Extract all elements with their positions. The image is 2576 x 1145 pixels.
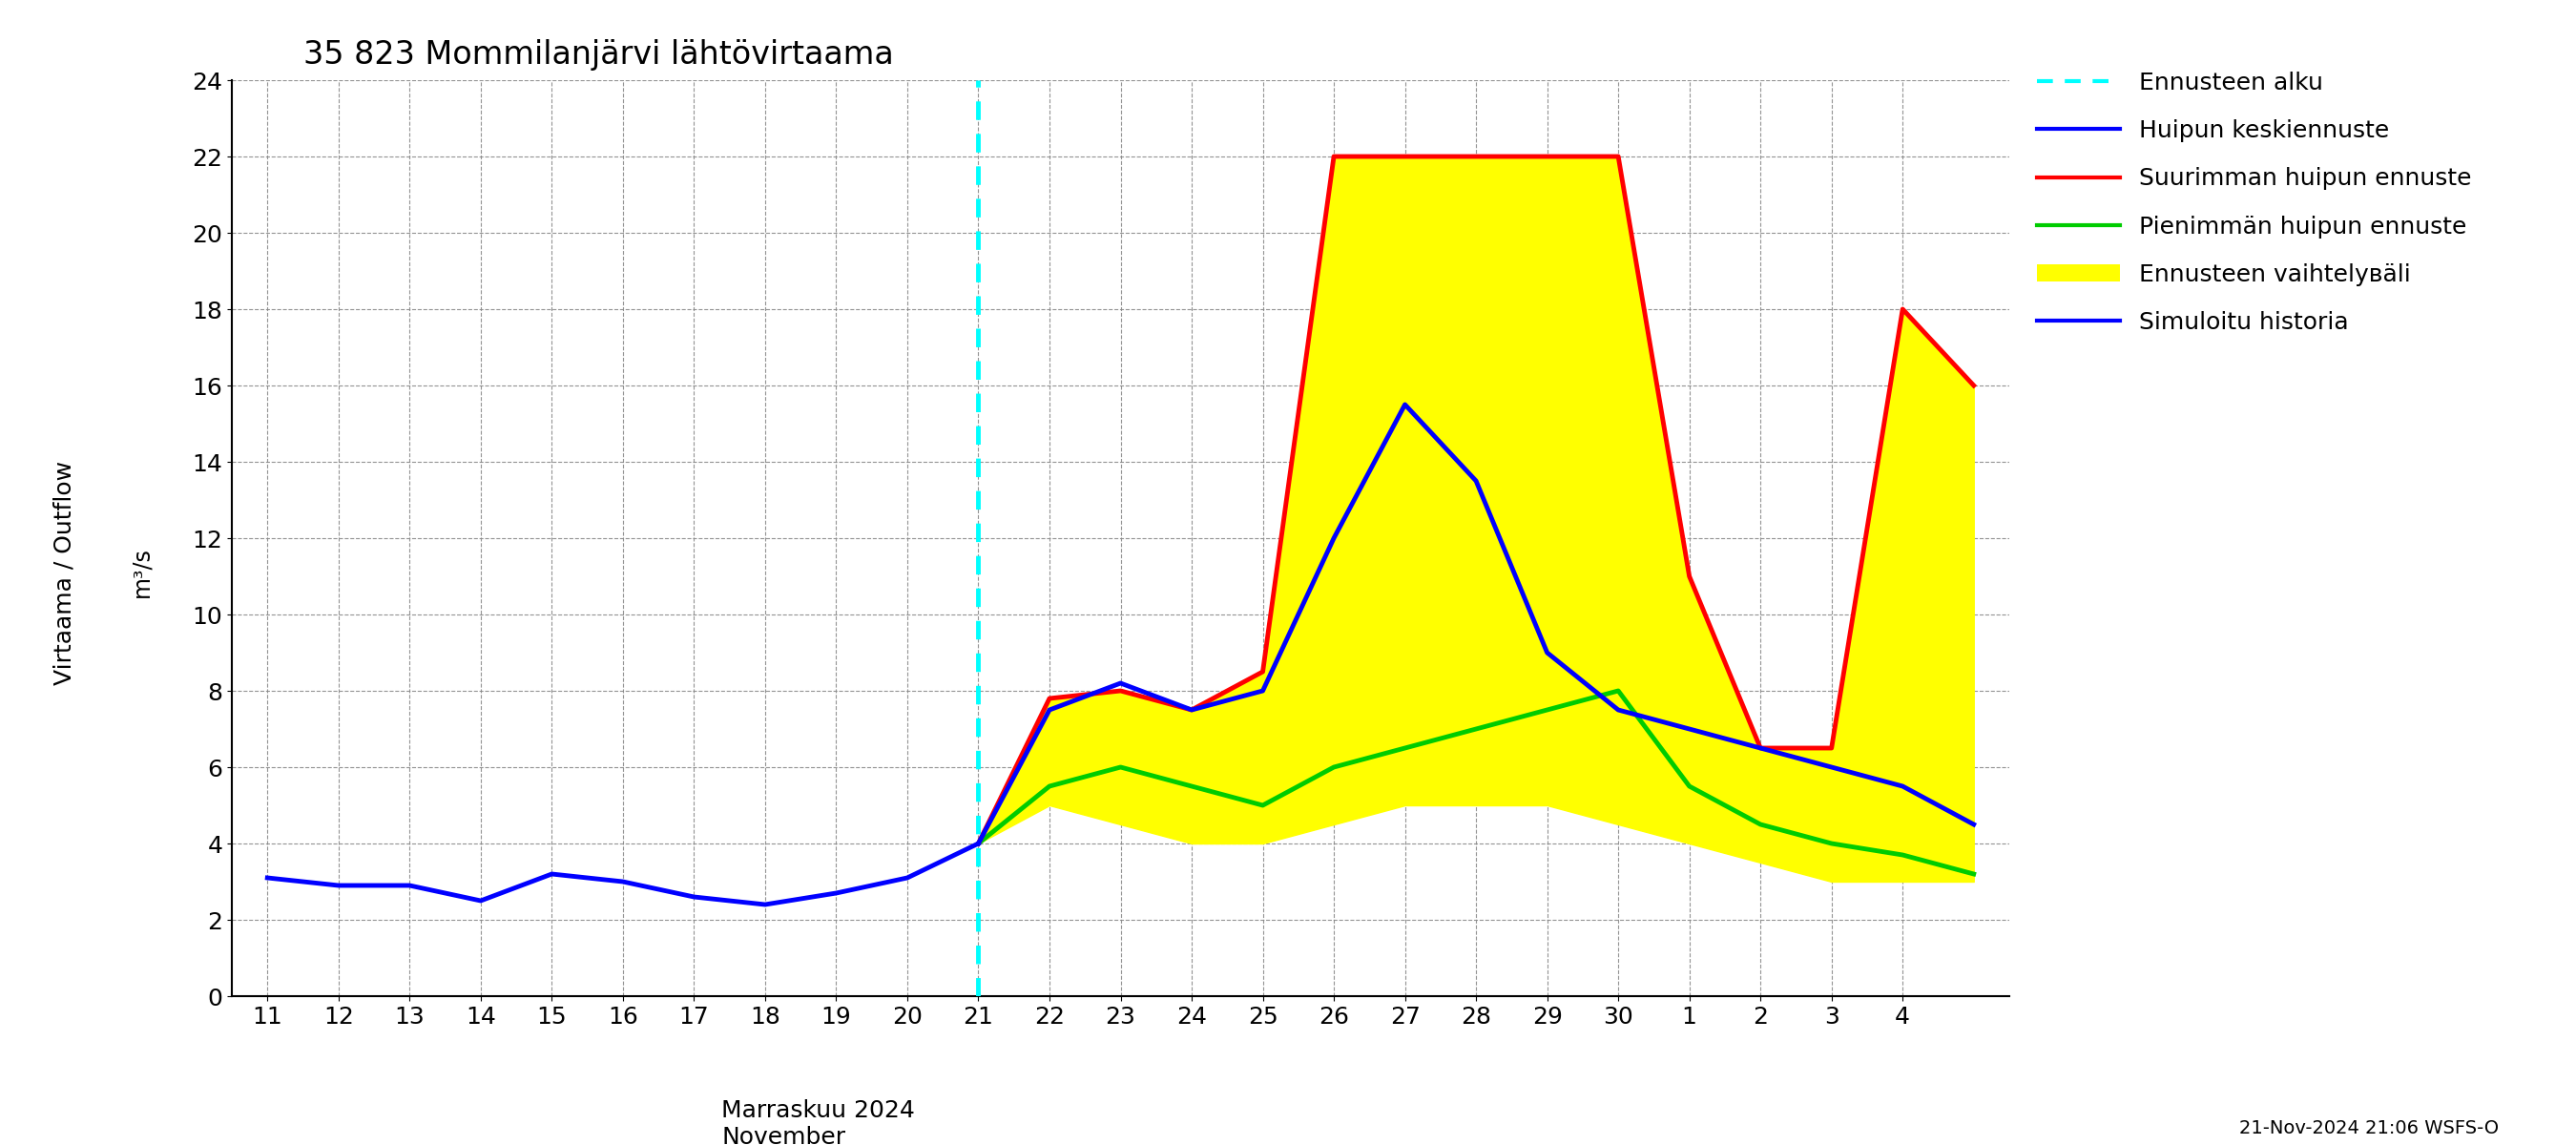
Legend: Ennusteen alku, Huipun keskiennuste, Suurimman huipun ennuste, Pienimmän huipun : Ennusteen alku, Huipun keskiennuste, Suu… [2027, 62, 2481, 344]
Text: 35 823 Mommilanjärvi lähtövirtaama: 35 823 Mommilanjärvi lähtövirtaama [304, 39, 894, 71]
Text: m³/s: m³/s [131, 547, 152, 598]
Text: Virtaama / Outflow: Virtaama / Outflow [54, 460, 75, 685]
Text: Marraskuu 2024
November: Marraskuu 2024 November [721, 1099, 914, 1145]
Text: 21-Nov-2024 21:06 WSFS-O: 21-Nov-2024 21:06 WSFS-O [2239, 1120, 2499, 1137]
